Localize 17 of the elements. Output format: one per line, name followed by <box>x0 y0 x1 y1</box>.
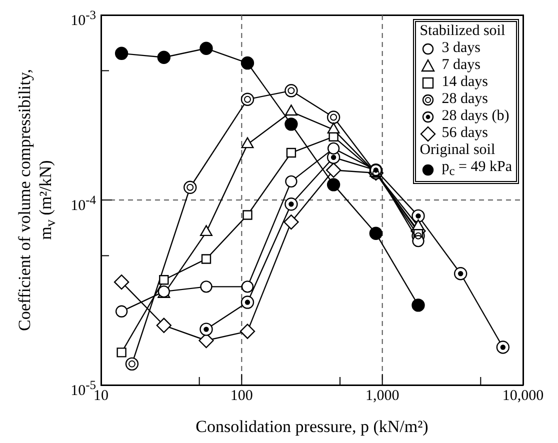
y-tick-label: 10$^{-3}$ <box>70 7 96 31</box>
legend-label: 14 days <box>442 74 488 91</box>
annotation: Original soil <box>420 142 496 159</box>
legend-label: 56 days <box>442 125 488 142</box>
legend-label: p$_{c}$ = 49 kPa <box>442 159 512 180</box>
x-axis-title: Consolidation pressure, p (kN/m²) <box>194 417 430 437</box>
legend-label: 7 days <box>442 57 480 74</box>
y-tick-label: 10$^{-5}$ <box>70 378 96 399</box>
x-tick-label: 10,000 <box>502 388 544 404</box>
y-tick-label: 10$^{-4}$ <box>70 192 96 216</box>
x-tick-label: 1,000 <box>365 388 400 404</box>
x-tick-label: 10 <box>94 388 108 404</box>
x-tick-label: 100 <box>230 388 253 404</box>
legend-label: 3 days <box>442 40 480 57</box>
legend-label: 28 days (b) <box>442 108 510 125</box>
legend-title: Stabilized soil <box>420 23 506 40</box>
legend-label: 28 days <box>442 91 488 108</box>
